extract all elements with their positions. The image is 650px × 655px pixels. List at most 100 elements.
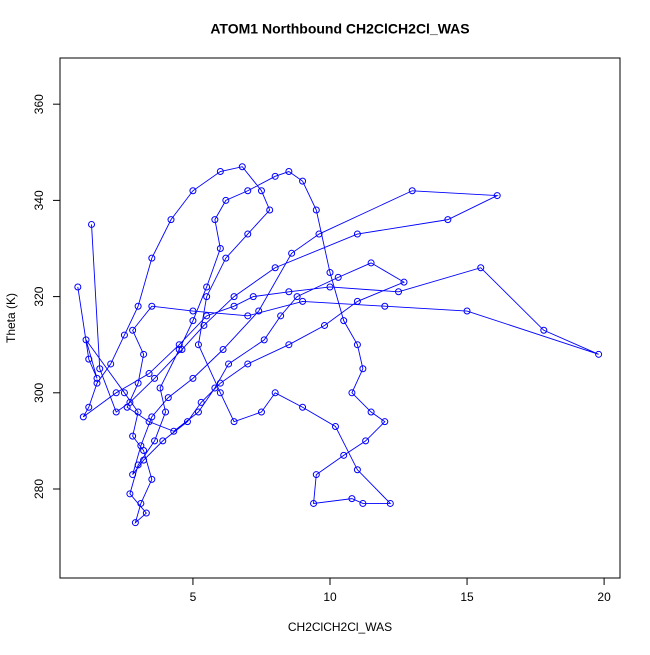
data-point — [189, 317, 197, 325]
data-point — [249, 293, 257, 301]
data-point — [326, 283, 334, 291]
data-point — [189, 307, 197, 315]
data-point — [131, 519, 139, 527]
data-point — [367, 259, 375, 267]
data-point — [326, 269, 334, 277]
data-point — [93, 379, 101, 387]
data-point — [148, 254, 156, 262]
data-point — [134, 302, 142, 310]
data-point — [271, 264, 279, 272]
data-point — [348, 389, 356, 397]
data-point — [595, 350, 603, 358]
data-point — [353, 341, 361, 349]
data-point — [203, 312, 211, 320]
data-point — [321, 321, 329, 329]
data-point — [493, 192, 501, 200]
x-tick-label: 20 — [597, 590, 611, 604]
data-point — [129, 471, 137, 479]
y-tick-label: 340 — [32, 190, 46, 210]
data-point — [244, 187, 252, 195]
data-point — [216, 244, 224, 252]
y-tick-label: 280 — [32, 479, 46, 499]
data-point — [225, 360, 233, 368]
data-point — [299, 297, 307, 305]
data-point — [285, 341, 293, 349]
data-point — [400, 278, 408, 286]
data-point — [244, 360, 252, 368]
data-point — [88, 220, 96, 228]
data-point — [216, 379, 224, 387]
data-point — [189, 374, 197, 382]
data-point — [148, 475, 156, 483]
data-point — [444, 216, 452, 224]
data-point — [145, 370, 153, 378]
data-point — [194, 341, 202, 349]
data-point — [395, 288, 403, 296]
data-point — [74, 283, 82, 291]
data-point — [216, 389, 224, 397]
data-point — [203, 283, 211, 291]
data-point — [271, 389, 279, 397]
data-point — [79, 413, 87, 421]
data-point — [266, 206, 274, 214]
data-point — [183, 418, 191, 426]
data-point — [312, 206, 320, 214]
data-point — [167, 216, 175, 224]
data-point — [310, 499, 318, 507]
y-tick-label: 300 — [32, 382, 46, 402]
data-point — [260, 336, 268, 344]
x-tick-label: 15 — [460, 590, 474, 604]
data-point — [140, 350, 148, 358]
x-tick-label: 5 — [190, 590, 197, 604]
data-point — [175, 346, 183, 354]
data-point — [148, 302, 156, 310]
data-point — [151, 437, 159, 445]
y-tick-label: 360 — [32, 94, 46, 114]
data-point — [257, 408, 265, 416]
data-point — [200, 321, 208, 329]
data-point — [348, 495, 356, 503]
data-point — [353, 230, 361, 238]
x-axis-label: CH2ClCH2Cl_WAS — [288, 620, 392, 634]
data-point — [299, 177, 307, 185]
data-point — [222, 254, 230, 262]
data-point — [129, 326, 137, 334]
data-point — [140, 456, 148, 464]
y-tick-label: 320 — [32, 286, 46, 306]
data-point — [126, 490, 134, 498]
data-point — [178, 346, 186, 354]
data-point — [137, 442, 145, 450]
data-point — [211, 384, 219, 392]
data-point — [203, 293, 211, 301]
data-point — [299, 403, 307, 411]
data-point — [170, 427, 178, 435]
data-point — [164, 394, 172, 402]
data-point — [129, 432, 137, 440]
data-point — [137, 499, 145, 507]
data-point — [134, 408, 142, 416]
data-point — [85, 355, 93, 363]
y-axis-label: Theta (K) — [4, 293, 18, 343]
data-point — [353, 297, 361, 305]
data-point — [112, 389, 120, 397]
data-point — [315, 230, 323, 238]
data-point — [156, 384, 164, 392]
data-point — [477, 264, 485, 272]
data-point — [96, 365, 104, 373]
data-point — [194, 408, 202, 416]
data-point — [211, 216, 219, 224]
data-point — [230, 302, 238, 310]
data-point — [134, 379, 142, 387]
data-point — [381, 418, 389, 426]
data-point — [120, 389, 128, 397]
data-point — [277, 312, 285, 320]
data-point — [359, 365, 367, 373]
data-point — [257, 187, 265, 195]
data-point — [331, 422, 339, 430]
data-point — [463, 307, 471, 315]
chart-title: ATOM1 Northbound CH2ClCH2Cl_WAS — [210, 21, 469, 37]
data-point — [244, 230, 252, 238]
data-point — [244, 312, 252, 320]
data-point — [230, 293, 238, 301]
